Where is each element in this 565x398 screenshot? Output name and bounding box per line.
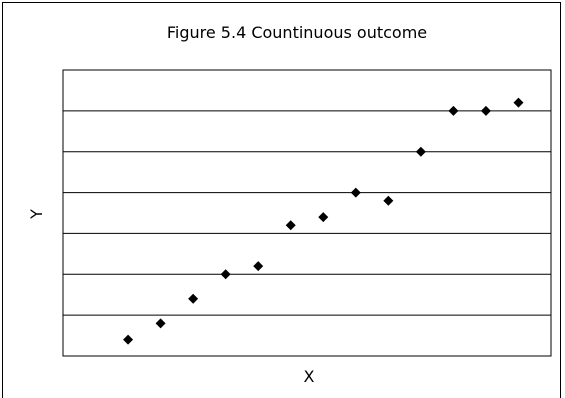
x-axis-label: X: [304, 367, 315, 386]
data-point: [480, 105, 491, 116]
data-point: [253, 261, 264, 272]
data-point: [285, 220, 296, 231]
plot-area: [62, 69, 552, 357]
data-point: [448, 105, 459, 116]
data-point: [188, 293, 199, 304]
data-point: [513, 97, 524, 108]
data-point: [350, 187, 361, 198]
data-point: [383, 195, 394, 206]
data-point: [155, 318, 166, 329]
data-point: [415, 146, 426, 157]
gridlines: [63, 110, 551, 316]
data-points: [123, 97, 524, 345]
data-point: [318, 212, 329, 223]
data-point: [123, 334, 134, 345]
data-point: [220, 269, 231, 280]
chart-title: Figure 5.4 Countinuous outcome: [167, 23, 427, 42]
y-axis-label: Y: [27, 209, 46, 220]
